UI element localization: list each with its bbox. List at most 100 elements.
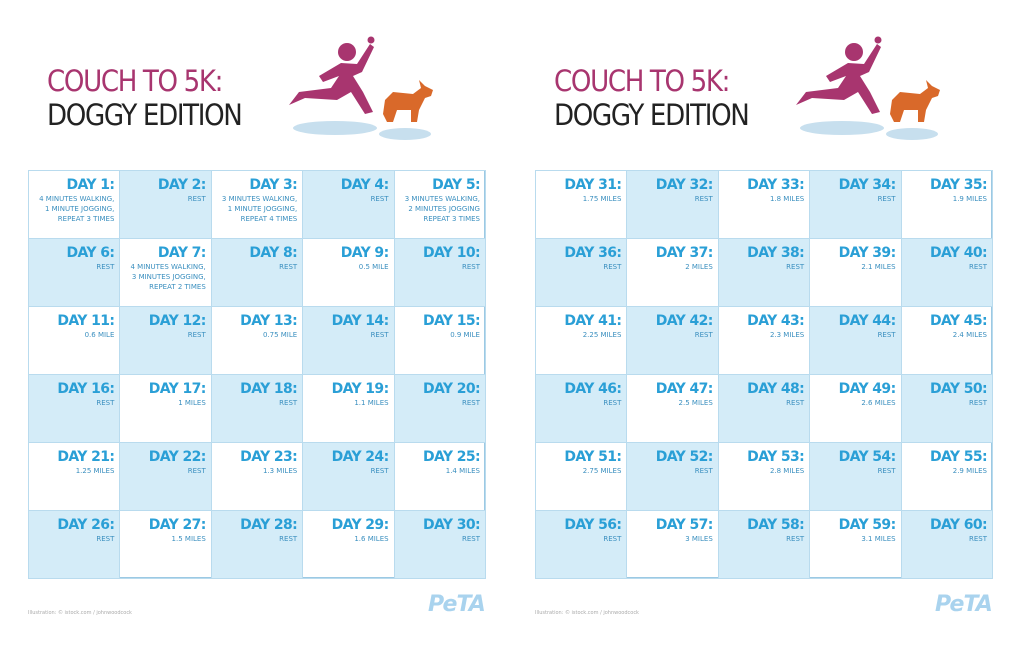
day-detail: 1 MINUTE JOGGING, — [227, 205, 298, 213]
day-detail: 2.3 MILES — [769, 331, 805, 339]
day-detail: 0.9 MILE — [450, 331, 480, 339]
day-cell: DAY 18: REST — [210, 374, 304, 443]
day-detail: 3.1 MILES — [861, 535, 896, 543]
day-detail: REST — [603, 535, 622, 543]
day-cell: DAY 40: REST — [900, 238, 993, 307]
day-detail: REPEAT 3 TIMES — [57, 215, 115, 223]
day-label: DAY 60: — [929, 517, 988, 533]
day-detail: 1.6 MILES — [354, 535, 389, 543]
day-detail: REST — [370, 331, 389, 339]
day-detail: 0.75 MILE — [262, 331, 298, 339]
day-label: DAY 1: — [66, 177, 115, 193]
day-label: DAY 26: — [57, 517, 115, 533]
peta-logo: PeTA — [935, 592, 993, 617]
day-detail: REST — [370, 467, 389, 475]
day-detail: REST — [694, 195, 713, 203]
day-detail: 3 MINUTES WALKING, — [221, 195, 298, 203]
day-cell: DAY 6: REST — [28, 238, 121, 307]
day-cell: DAY 14: REST — [302, 306, 395, 375]
day-cell: DAY 57: 3 MILES — [626, 510, 719, 579]
day-detail: 1.75 MILES — [582, 195, 622, 203]
day-cell: DAY 19: 1.1 MILES — [302, 374, 395, 443]
day-detail: REST — [877, 331, 896, 339]
day-cell: DAY 56: REST — [535, 510, 628, 579]
day-cell: DAY 24: REST — [302, 442, 395, 511]
day-cell: DAY 21: 1.25 MILES — [28, 442, 121, 511]
day-label: DAY 52: — [655, 449, 714, 465]
day-detail: 0.5 MILE — [358, 263, 389, 271]
day-label: DAY 35: — [929, 177, 988, 193]
day-cell: DAY 34: REST — [809, 170, 902, 239]
illustration-credit: Illustration: © istock.com / johnwoodcoc… — [535, 610, 639, 616]
day-detail: REST — [96, 263, 115, 271]
day-detail: 2.1 MILES — [861, 263, 896, 271]
day-cell: DAY 15: 0.9 MILE — [393, 306, 486, 375]
day-label: DAY 45: — [929, 313, 988, 329]
day-label: DAY 8: — [249, 245, 298, 261]
day-detail: REST — [877, 195, 896, 203]
day-label: DAY 22: — [148, 449, 207, 465]
day-detail: 2.75 MILES — [582, 467, 622, 475]
day-label: DAY 4: — [340, 177, 389, 193]
day-detail: REST — [370, 195, 389, 203]
day-cell: DAY 60: REST — [900, 510, 993, 579]
day-cell: DAY 46: REST — [535, 374, 628, 443]
day-label: DAY 41: — [564, 313, 622, 329]
day-detail: REPEAT 2 TIMES — [149, 283, 206, 291]
day-detail: 1.25 MILES — [75, 467, 115, 475]
day-label: DAY 27: — [148, 517, 207, 533]
day-detail: 2.5 MILES — [678, 399, 713, 407]
day-cell: DAY 39: 2.1 MILES — [809, 238, 902, 307]
day-label: DAY 18: — [240, 381, 298, 397]
day-label: DAY 10: — [422, 245, 481, 261]
title-line-2: DOGGY EDITION — [554, 98, 750, 132]
day-cell: DAY 9: 0.5 MILE — [302, 238, 395, 307]
day-detail: 2.9 MILES — [952, 467, 987, 475]
day-cell: DAY 20: REST — [393, 374, 486, 443]
day-label: DAY 50: — [929, 381, 988, 397]
day-detail: 3 MINUTES JOGGING, — [131, 273, 206, 281]
day-detail: REST — [968, 399, 987, 407]
day-cell: DAY 51: 2.75 MILES — [535, 442, 628, 511]
day-detail: 0.6 MILE — [84, 331, 115, 339]
day-label: DAY 14: — [331, 313, 390, 329]
day-detail: REST — [461, 535, 480, 543]
day-cell: DAY 54: REST — [809, 442, 902, 511]
day-detail: 1 MILES — [178, 399, 206, 407]
day-label: DAY 44: — [838, 313, 897, 329]
day-cell: DAY 33: 1.8 MILES — [717, 170, 811, 239]
day-cell: DAY 3: 3 MINUTES WALKING, 1 MINUTE JOGGING… — [210, 170, 304, 239]
day-detail: REST — [279, 263, 298, 271]
day-label: DAY 20: — [422, 381, 481, 397]
day-cell: DAY 8: REST — [210, 238, 304, 307]
day-label: DAY 7: — [157, 245, 206, 261]
day-detail: REST — [877, 467, 896, 475]
day-cell: DAY 53: 2.8 MILES — [717, 442, 811, 511]
day-label: DAY 54: — [838, 449, 897, 465]
day-detail: 1.1 MILES — [354, 399, 389, 407]
title-line-2: DOGGY EDITION — [47, 98, 243, 132]
day-label: DAY 15: — [422, 313, 481, 329]
day-detail: 2.6 MILES — [861, 399, 896, 407]
day-detail: 1 MINUTE JOGGING, — [44, 205, 115, 213]
day-cell: DAY 4: REST — [302, 170, 395, 239]
day-label: DAY 5: — [432, 177, 480, 193]
day-label: DAY 21: — [57, 449, 115, 465]
day-cell: DAY 35: 1.9 MILES — [900, 170, 993, 239]
day-label: DAY 46: — [564, 381, 622, 397]
day-cell: DAY 30: REST — [393, 510, 486, 579]
day-cell: DAY 42: REST — [626, 306, 719, 375]
day-detail: REST — [786, 263, 805, 271]
day-detail: 3 MILES — [685, 535, 713, 543]
day-cell: DAY 43: 2.3 MILES — [717, 306, 811, 375]
day-label: DAY 37: — [655, 245, 714, 261]
day-cell: DAY 31: 1.75 MILES — [535, 170, 628, 239]
illustration-credit: Illustration: © istock.com / johnwoodcoc… — [28, 610, 132, 616]
day-label: DAY 42: — [655, 313, 714, 329]
day-label: DAY 53: — [747, 449, 805, 465]
day-label: DAY 39: — [838, 245, 897, 261]
day-detail: 1.9 MILES — [952, 195, 987, 203]
day-cell: DAY 58: REST — [717, 510, 811, 579]
day-detail: REST — [96, 399, 115, 407]
